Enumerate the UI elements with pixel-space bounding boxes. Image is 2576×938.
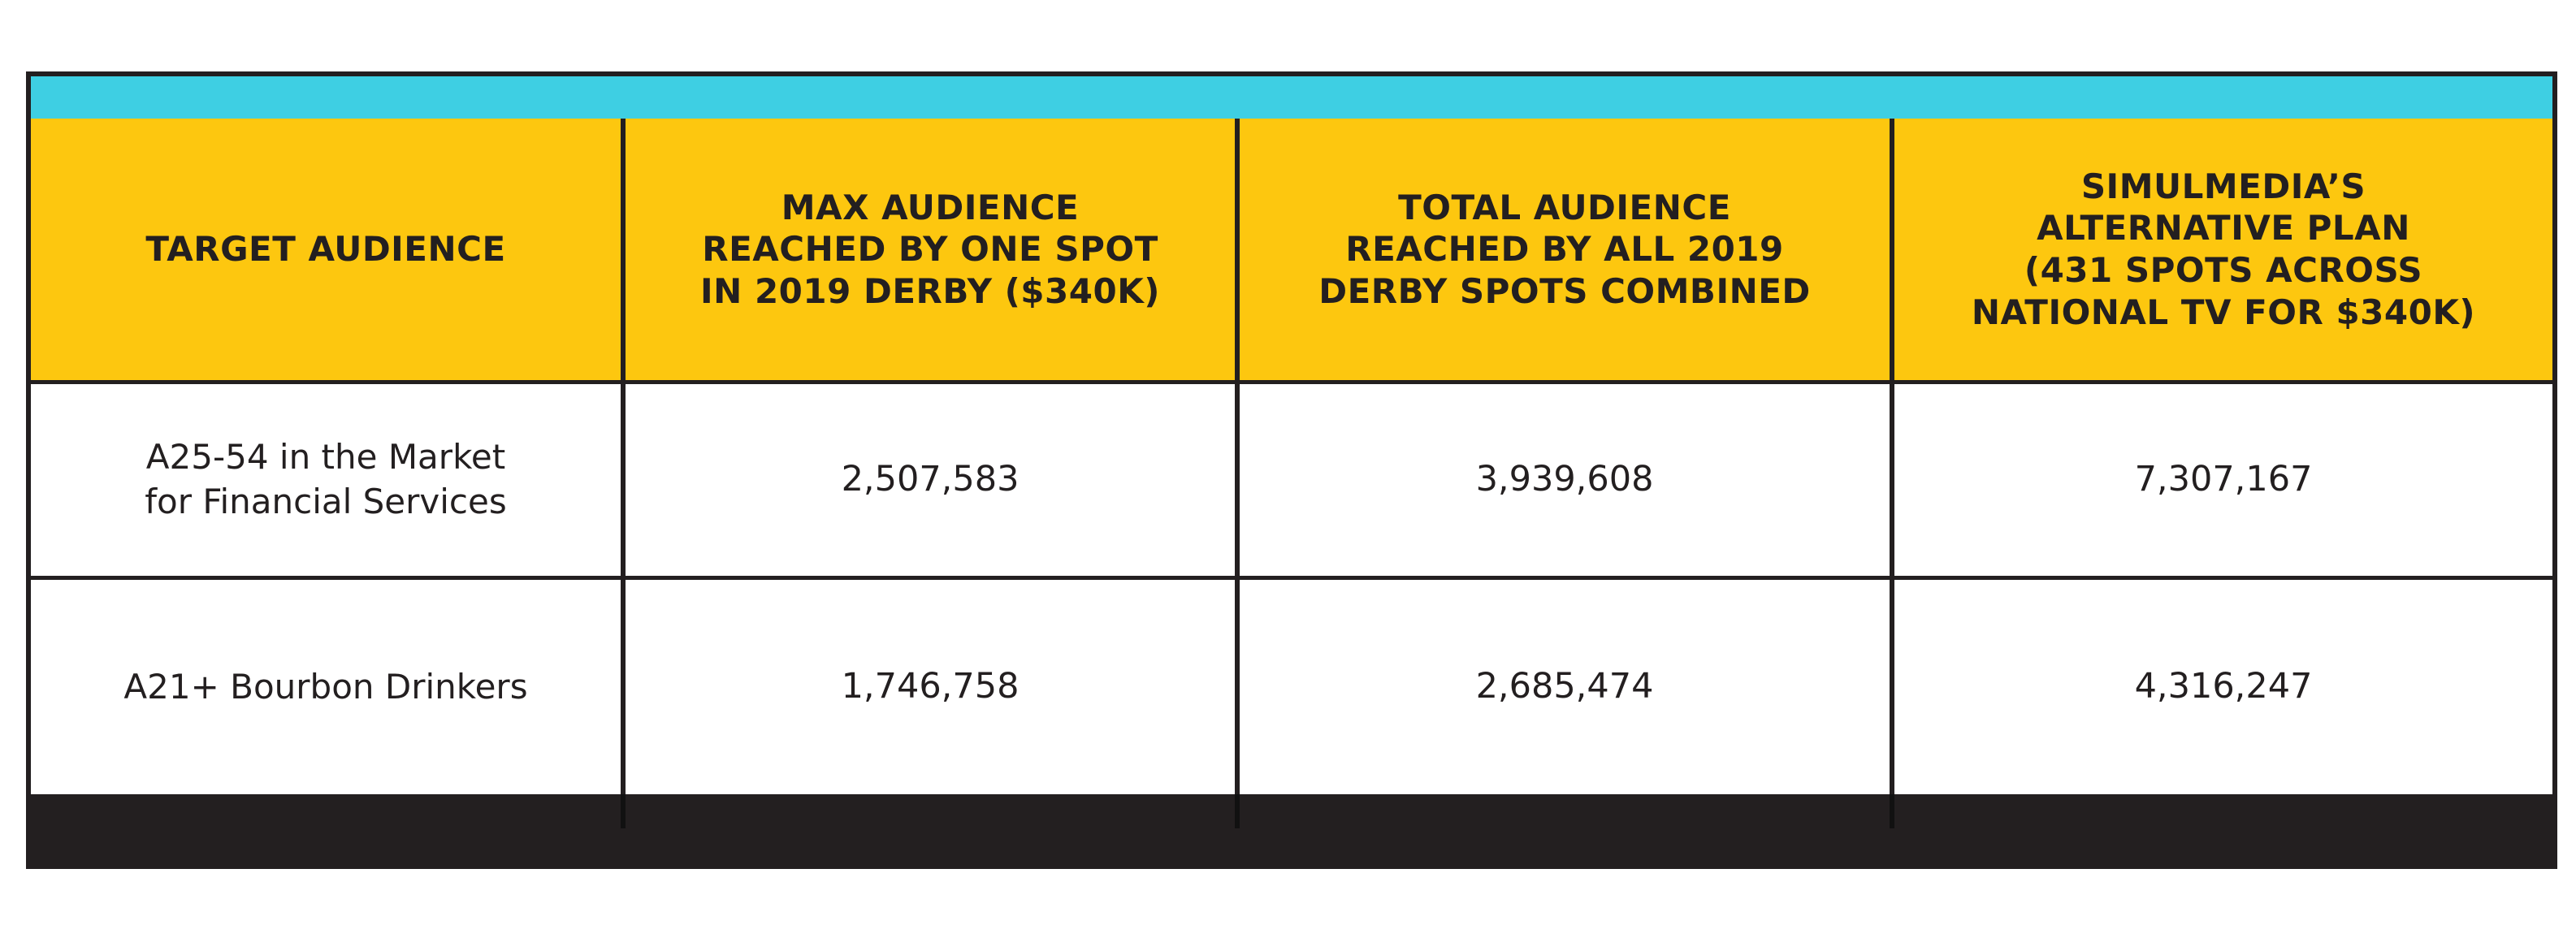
row1-audience-cell: A25-54 in the Market for Financial Servi…	[31, 384, 621, 576]
table-top-accent-bar	[31, 76, 2552, 119]
column-divider	[621, 794, 626, 828]
audience-label: A25-54 in the Market for Financial Servi…	[145, 437, 507, 521]
value-label: 1,746,758	[841, 666, 1020, 707]
value-label: 4,316,247	[2134, 666, 2313, 707]
header-total-audience-all-spots: TOTAL AUDIENCE REACHED BY ALL 2019 DERBY…	[1240, 119, 1890, 380]
row1-alternative-plan-cell: 7,307,167	[1894, 384, 2552, 576]
value-label: 7,307,167	[2134, 459, 2313, 500]
header-target-audience: TARGET AUDIENCE	[31, 119, 621, 380]
column-divider	[1235, 794, 1240, 828]
header-label: MAX AUDIENCE REACHED BY ONE SPOT IN 2019…	[700, 187, 1160, 311]
header-label: SIMULMEDIA’S ALTERNATIVE PLAN (431 SPOTS…	[1971, 166, 2476, 332]
row1-total-all-spots-cell: 3,939,608	[1240, 384, 1890, 576]
header-alternative-plan: SIMULMEDIA’S ALTERNATIVE PLAN (431 SPOTS…	[1894, 119, 2552, 380]
header-label: TOTAL AUDIENCE REACHED BY ALL 2019 DERBY…	[1318, 187, 1811, 311]
table-bottom-bar	[31, 794, 2552, 864]
audience-label: A21+ Bourbon Drinkers	[123, 666, 528, 707]
header-label: TARGET AUDIENCE	[145, 229, 506, 270]
row2-alternative-plan-cell: 4,316,247	[1894, 580, 2552, 794]
row2-max-one-spot-cell: 1,746,758	[626, 580, 1235, 794]
row2-total-all-spots-cell: 2,685,474	[1240, 580, 1890, 794]
value-label: 2,507,583	[841, 459, 1020, 500]
row2-audience-cell: A21+ Bourbon Drinkers	[31, 580, 621, 794]
table-grid: TARGET AUDIENCE MAX AUDIENCE REACHED BY …	[31, 119, 2552, 794]
value-label: 2,685,474	[1475, 666, 1654, 707]
column-divider	[1890, 794, 1894, 828]
row1-max-one-spot-cell: 2,507,583	[626, 384, 1235, 576]
value-label: 3,939,608	[1475, 459, 1654, 500]
header-max-audience-one-spot: MAX AUDIENCE REACHED BY ONE SPOT IN 2019…	[626, 119, 1235, 380]
